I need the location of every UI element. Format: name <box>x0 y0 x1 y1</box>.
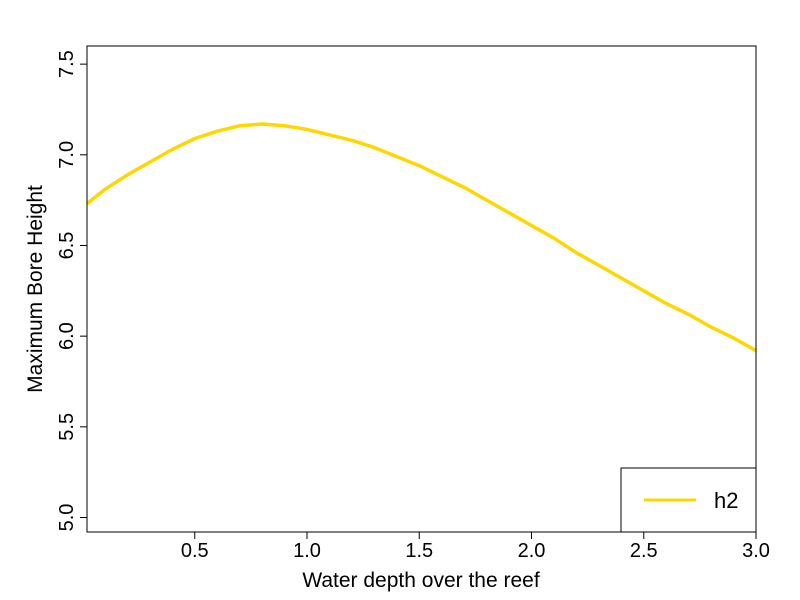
x-tick-label: 2.0 <box>518 540 546 562</box>
y-tick-label: 5.0 <box>56 504 78 532</box>
plot-frame <box>86 45 757 533</box>
y-axis-label: Maximum Bore Height <box>24 185 47 393</box>
y-tick-label: 7.5 <box>56 50 78 78</box>
y-tick-label: 5.5 <box>56 413 78 441</box>
legend: h2 <box>620 467 757 533</box>
x-tick-label: 3.0 <box>742 540 770 562</box>
series-line-h2 <box>85 122 757 353</box>
x-tick-label: 0.5 <box>181 540 209 562</box>
x-tick-label: 1.5 <box>405 540 433 562</box>
plot-series <box>85 122 757 353</box>
x-tick-label: 2.5 <box>630 540 658 562</box>
legend-label-h2: h2 <box>714 488 738 513</box>
x-tick-label: 1.0 <box>293 540 321 562</box>
y-tick-label: 6.5 <box>56 232 78 260</box>
y-tick-label: 7.0 <box>56 141 78 169</box>
y-tick-label: 6.0 <box>56 322 78 350</box>
x-axis-label: Water depth over the reef <box>302 569 540 592</box>
